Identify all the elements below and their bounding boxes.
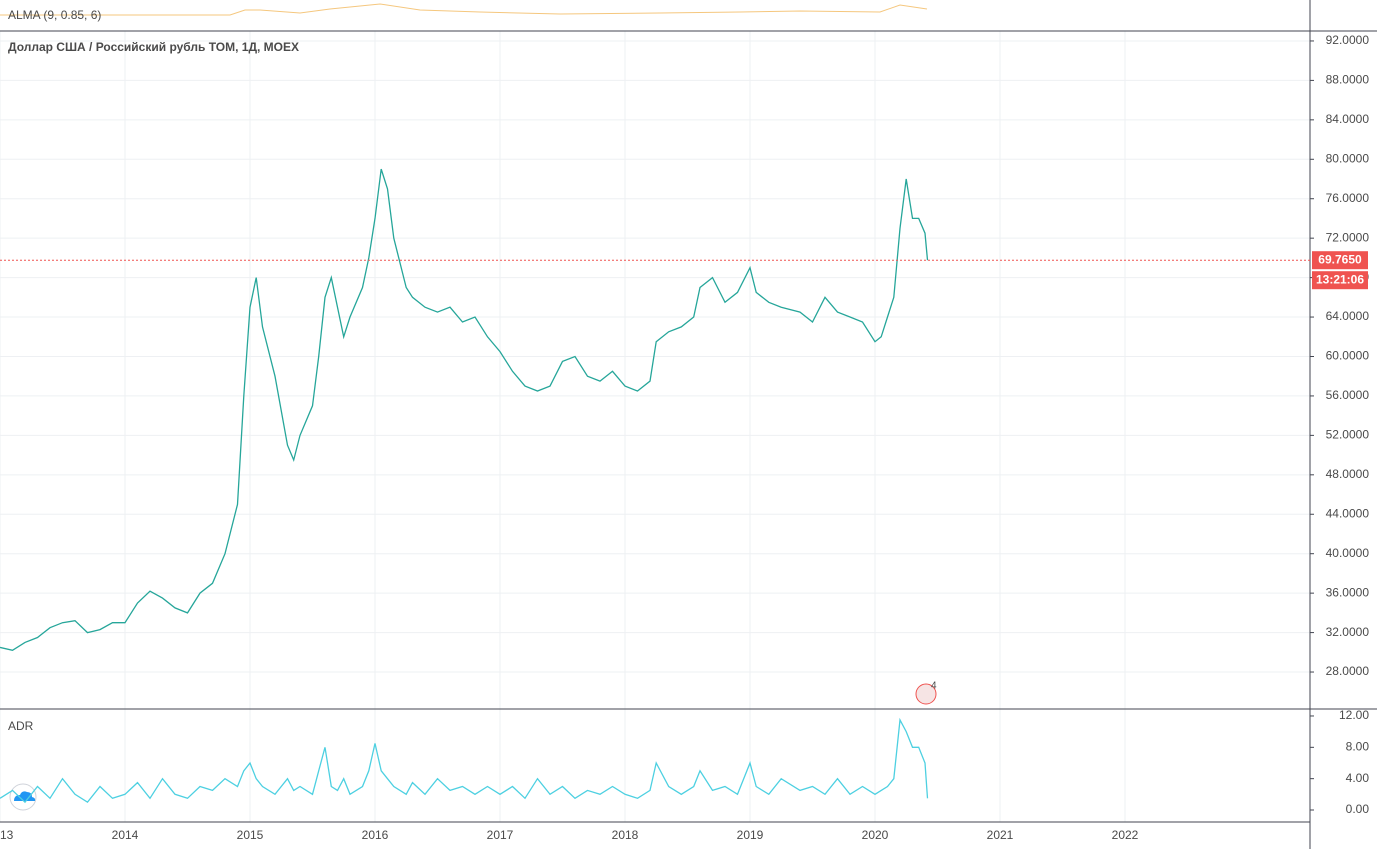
- adr-line: [0, 717, 929, 804]
- x-tick-label: 2013: [0, 828, 14, 842]
- y-tick-label: 84.0000: [1326, 112, 1370, 126]
- countdown-box: [1312, 271, 1368, 290]
- x-tick-label: 2022: [1112, 828, 1139, 842]
- x-tick-label: 2017: [487, 828, 514, 842]
- last-price-box: [1312, 251, 1368, 270]
- y-tick-label: 32.0000: [1326, 625, 1370, 639]
- alma-line: [0, 3, 928, 16]
- y-tick-label: 44.0000: [1326, 506, 1370, 520]
- y-tick-label: 80.0000: [1326, 151, 1370, 165]
- chart-title: Доллар США / Российский рубль ТОМ, 1Д, M…: [8, 40, 299, 54]
- y-tick-label: 76.0000: [1326, 191, 1370, 205]
- logo-icon: [14, 791, 36, 801]
- x-tick-label: 2021: [987, 828, 1014, 842]
- last-price-label: 69.7650: [1318, 252, 1362, 266]
- y-tick-label: 36.0000: [1326, 585, 1370, 599]
- y-tick-label: 64.0000: [1326, 309, 1370, 323]
- y-tick-label: 92.0000: [1326, 33, 1370, 47]
- x-tick-label: 2020: [862, 828, 889, 842]
- y-tick-label: 40.0000: [1326, 546, 1370, 560]
- y-tick-label: 88.0000: [1326, 73, 1370, 87]
- y-tick-label: 52.0000: [1326, 428, 1370, 442]
- x-tick-label: 2015: [237, 828, 264, 842]
- price-line: [0, 168, 929, 651]
- indicator-label: ALMA (9, 0.85, 6): [8, 8, 101, 22]
- x-tick-label: 2018: [612, 828, 639, 842]
- y-tick-label: 60.0000: [1326, 349, 1370, 363]
- y-tick-label: 72.0000: [1326, 230, 1370, 244]
- y-tick-label: 12.00: [1339, 708, 1369, 722]
- x-tick-label: 2014: [112, 828, 139, 842]
- y-tick-label: 0.00: [1346, 802, 1370, 816]
- y-tick-label: 48.0000: [1326, 467, 1370, 481]
- y-tick-label: 28.0000: [1326, 664, 1370, 678]
- adr-title: ADR: [8, 719, 34, 733]
- y-tick-label: 8.00: [1346, 739, 1370, 753]
- y-tick-label: 4.00: [1346, 771, 1370, 785]
- x-tick-label: 2019: [737, 828, 764, 842]
- x-tick-label: 2016: [362, 828, 389, 842]
- y-tick-label: 56.0000: [1326, 388, 1370, 402]
- countdown-label: 13:21:06: [1316, 272, 1364, 286]
- event-count: 4: [931, 681, 937, 692]
- event-icon[interactable]: [915, 683, 937, 705]
